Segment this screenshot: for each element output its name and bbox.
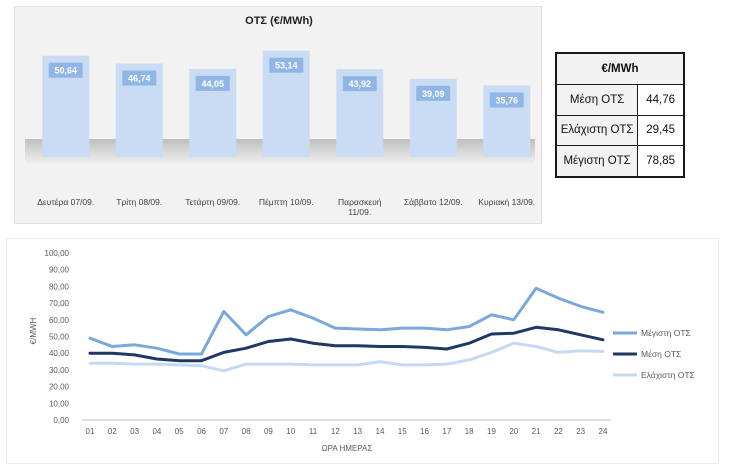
x-tick-label: 08	[242, 427, 251, 436]
stats-value-max: 78,85	[637, 145, 684, 177]
legend-label: Ελάχιστη ΟΤΣ	[641, 370, 695, 380]
y-tick-label: 60,00	[49, 316, 70, 325]
x-tick-label: 01	[86, 427, 95, 436]
y-tick-label: 70,00	[49, 299, 70, 308]
stats-value-min: 29,45	[637, 114, 684, 147]
y-tick-label: 20,00	[49, 383, 70, 392]
bar-value-label-box	[269, 57, 304, 73]
x-tick-label: 14	[376, 427, 385, 436]
x-tick-label: 18	[465, 427, 474, 436]
x-tick-label: 02	[108, 427, 117, 436]
bar-value-label: 39,09	[422, 89, 445, 99]
x-tick-label: 23	[576, 427, 585, 436]
bar-value-label-box	[122, 70, 157, 86]
x-tick-label: 15	[398, 427, 407, 436]
stats-table-header: €/MWh	[556, 53, 684, 85]
bar-category-label: Τετάρτη 09/09.	[185, 197, 240, 207]
x-tick-label: 05	[175, 427, 184, 436]
y-tick-label: 40,00	[49, 349, 70, 358]
bar-category-label: 11/09.	[348, 207, 371, 217]
x-tick-label: 10	[286, 427, 295, 436]
x-tick-label: 11	[309, 427, 318, 436]
y-tick-label: 90,00	[49, 266, 70, 275]
bar-category-label: Παρασκευή	[338, 197, 382, 207]
bar-chart: ΟΤΣ (€/MWh) 50,64 Δευτέρα 07/09. 46,74 Τρίτ…	[25, 15, 535, 217]
stats-value-mean: 44,76	[637, 83, 684, 116]
line-chart: 0,00 10,00 20,00 30,00 40,00 50,00 60,00 70,00 8…	[29, 249, 695, 453]
x-tick-label: 22	[554, 427, 563, 436]
stats-table-grid: €/MWh Μέση ΟΤΣ 44,76 Ελάχιστη ΟΤΣ 29,45 …	[555, 53, 684, 177]
y-tick-label: 50,00	[49, 333, 70, 342]
stats-label-min: Ελάχιστη ΟΤΣ	[555, 114, 639, 147]
x-tick-label: 13	[353, 427, 362, 436]
x-tick-label: 09	[264, 427, 273, 436]
series-line	[88, 286, 605, 356]
series-line	[88, 341, 605, 373]
bar-value-label: 43,92	[348, 79, 371, 89]
legend-label: Μέση ΟΤΣ	[641, 349, 681, 359]
bar-value-label-box	[416, 85, 451, 101]
line-chart-panel: 0,00 10,00 20,00 30,00 40,00 50,00 60,00 70,00 8…	[6, 238, 719, 464]
x-tick-label: 04	[152, 427, 161, 436]
x-tick-label: 12	[331, 427, 340, 436]
legend-label: Μέγιστη ΟΤΣ	[641, 328, 691, 338]
x-tick-label: 24	[599, 427, 608, 436]
series-line	[88, 325, 605, 363]
bar-category-label: Κυριακή 13/09.	[478, 197, 535, 207]
bar-category-label: Σάββατο 12/09.	[404, 197, 463, 207]
line-chart-x-axis-label: ΩΡΑ ΗΜΕΡΑΣ	[322, 444, 373, 453]
bar-category-label: Πέμπτη 10/09.	[259, 197, 314, 207]
line-chart-y-axis-label: €/MWH	[29, 317, 38, 344]
table-row: Μέση ΟΤΣ 44,76	[555, 83, 684, 116]
x-tick-label: 20	[509, 427, 518, 436]
bar-value-label: 50,64	[54, 66, 77, 76]
y-tick-label: 30,00	[49, 366, 70, 375]
x-tick-label: 03	[130, 427, 139, 436]
stats-label-mean: Μέση ΟΤΣ	[555, 83, 639, 116]
stats-label-max: Μέγιστη ΟΤΣ	[555, 145, 639, 177]
y-tick-label: 0,00	[53, 416, 69, 425]
bar-category-label: Δευτέρα 07/09.	[37, 197, 94, 207]
x-tick-label: 06	[197, 427, 206, 436]
bar-value-label: 44,05	[201, 79, 224, 89]
y-tick-label: 100,00	[45, 249, 70, 258]
table-row: Ελάχιστη ΟΤΣ 29,45	[555, 114, 684, 147]
bar-value-label: 53,14	[275, 61, 298, 71]
table-row: Μέγιστη ΟΤΣ 78,85	[555, 145, 684, 177]
bar-value-label: 35,76	[495, 95, 518, 105]
x-tick-label: 19	[487, 427, 496, 436]
stats-table: €/MWh Μέση ΟΤΣ 44,76 Ελάχιστη ΟΤΣ 29,45 …	[555, 52, 685, 178]
x-tick-label: 07	[219, 427, 228, 436]
bar-chart-title: ΟΤΣ (€/MWh)	[245, 15, 313, 27]
bar-value-label-box	[195, 75, 230, 91]
x-tick-label: 17	[442, 427, 451, 436]
bar-value-label-box	[342, 76, 377, 92]
x-tick-label: 21	[532, 427, 541, 436]
x-tick-label: 16	[420, 427, 429, 436]
bar-value-label-box	[489, 92, 524, 108]
bar-value-label-box	[48, 62, 83, 78]
bar-chart-panel: ΟΤΣ (€/MWh) 50,64 Δευτέρα 07/09. 46,74 Τρίτ…	[14, 6, 542, 224]
bar-value-label: 46,74	[128, 74, 151, 84]
y-tick-label: 80,00	[49, 282, 70, 291]
y-tick-label: 10,00	[49, 399, 70, 408]
bar-category-label: Τρίτη 08/09.	[116, 197, 162, 207]
